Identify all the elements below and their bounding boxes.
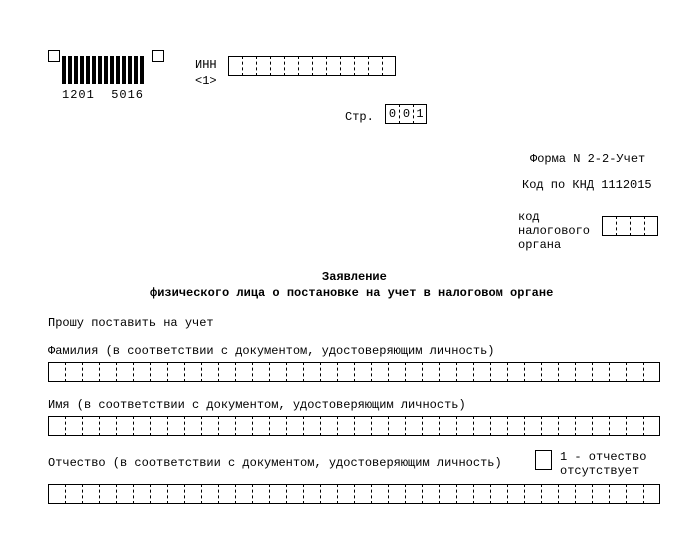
name-cells[interactable] [48,416,660,436]
tax-code-cells[interactable] [602,216,658,236]
patronymic-cells[interactable] [48,484,660,504]
tax-code-label: код налогового органа [518,210,590,252]
barcode-digits: 1201 5016 [62,88,144,102]
surname-cells[interactable] [48,362,660,382]
patronymic-label: Отчество (в соответствии с документом, у… [48,456,502,470]
barcode [62,56,146,84]
corner-square-tl [48,50,60,62]
title-line1: Заявление [322,270,387,284]
page-cells: 001 [385,104,427,124]
corner-square-tr [152,50,164,62]
surname-label: Фамилия (в соответствии с документом, уд… [48,344,494,358]
patronymic-flag-cell[interactable] [535,450,552,470]
form-number: Форма N 2-2-Учет [530,152,645,166]
request-text: Прошу поставить на учет [48,316,214,330]
page-label: Стр. [345,110,374,124]
patronymic-flag-note: 1 - отчество отсутствует [560,450,646,478]
title-line2: физического лица о постановке на учет в … [150,286,553,300]
inn-label: ИНН [195,58,217,72]
inn-cells[interactable] [228,56,396,76]
inn-note: <1> [195,74,217,88]
name-label: Имя (в соответствии с документом, удосто… [48,398,466,412]
knd-code: Код по КНД 1112015 [522,178,652,192]
